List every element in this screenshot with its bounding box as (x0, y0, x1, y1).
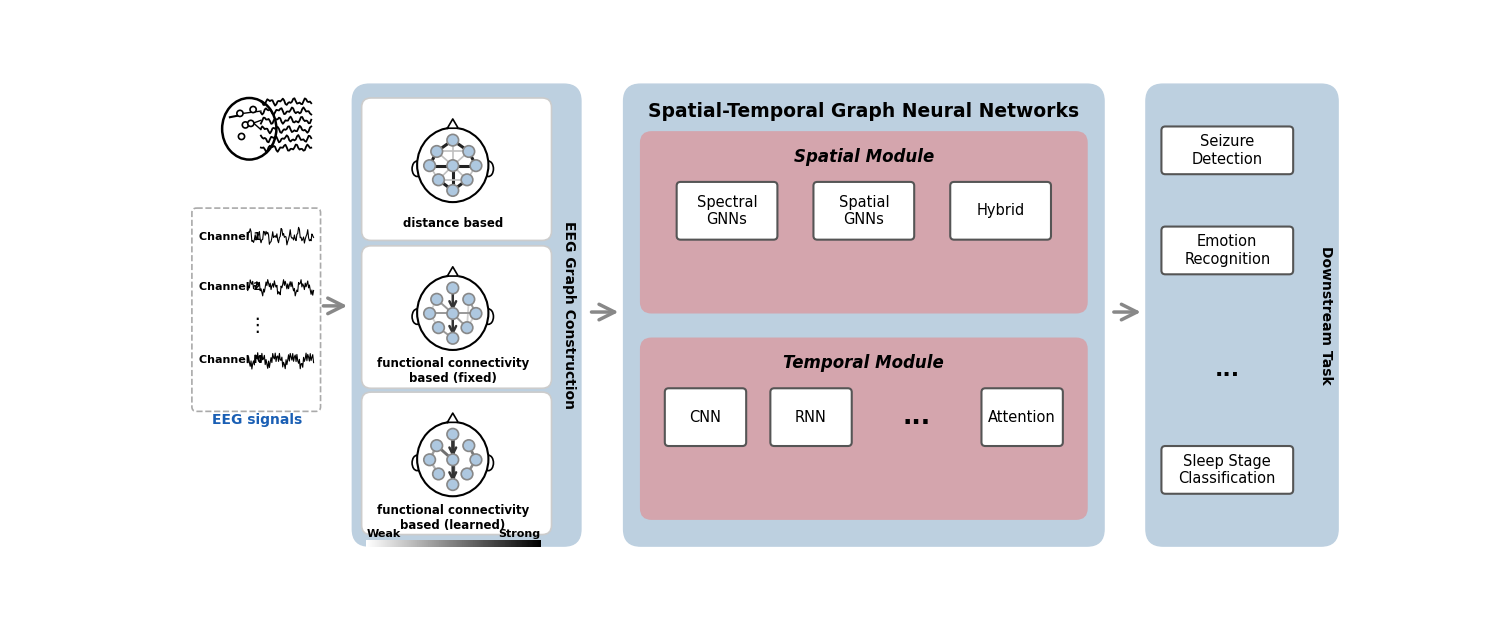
Text: EEG signals: EEG signals (211, 413, 303, 427)
Text: Hybrid: Hybrid (977, 203, 1025, 218)
FancyBboxPatch shape (1161, 127, 1293, 174)
FancyBboxPatch shape (950, 182, 1052, 240)
Text: Spatial Module: Spatial Module (794, 147, 933, 165)
Ellipse shape (222, 98, 276, 160)
FancyBboxPatch shape (641, 132, 1088, 313)
FancyBboxPatch shape (361, 246, 551, 388)
FancyBboxPatch shape (677, 182, 777, 240)
Text: EEG Graph Construction: EEG Graph Construction (562, 221, 577, 409)
Circle shape (461, 174, 473, 185)
Circle shape (446, 479, 458, 490)
Circle shape (237, 110, 243, 117)
Text: Downstream Task: Downstream Task (1318, 246, 1333, 384)
Ellipse shape (416, 128, 488, 202)
Circle shape (433, 322, 445, 333)
Text: Strong: Strong (499, 529, 541, 539)
Text: Channel 2: Channel 2 (199, 281, 261, 291)
Circle shape (433, 468, 445, 480)
Circle shape (446, 282, 458, 294)
Text: distance based: distance based (403, 217, 503, 230)
FancyBboxPatch shape (352, 84, 581, 546)
FancyBboxPatch shape (1161, 446, 1293, 494)
Circle shape (247, 120, 253, 127)
Circle shape (431, 440, 442, 451)
Circle shape (461, 468, 473, 480)
Circle shape (470, 160, 482, 172)
Ellipse shape (416, 276, 488, 350)
Text: ...: ... (902, 405, 930, 429)
Text: CNN: CNN (689, 409, 722, 425)
FancyBboxPatch shape (1146, 84, 1338, 546)
Circle shape (463, 440, 475, 451)
Circle shape (461, 322, 473, 333)
Circle shape (238, 134, 244, 140)
Ellipse shape (412, 161, 422, 177)
Circle shape (446, 454, 458, 466)
Circle shape (470, 308, 482, 319)
Circle shape (446, 333, 458, 344)
Circle shape (446, 185, 458, 196)
Text: functional connectivity
based (fixed): functional connectivity based (fixed) (376, 358, 529, 386)
FancyBboxPatch shape (361, 98, 551, 240)
Circle shape (470, 454, 482, 466)
Text: Channel 1: Channel 1 (199, 232, 261, 241)
Ellipse shape (484, 309, 493, 324)
Circle shape (463, 145, 475, 157)
Text: Weak: Weak (367, 529, 400, 539)
Text: functional connectivity
based (learned): functional connectivity based (learned) (376, 504, 529, 532)
FancyBboxPatch shape (770, 388, 852, 446)
Polygon shape (448, 413, 458, 422)
Circle shape (424, 160, 436, 172)
Text: Sleep Stage
Classification: Sleep Stage Classification (1179, 454, 1276, 486)
Circle shape (431, 293, 442, 305)
Polygon shape (448, 119, 458, 128)
FancyBboxPatch shape (361, 392, 551, 535)
FancyBboxPatch shape (1161, 227, 1293, 275)
FancyBboxPatch shape (623, 84, 1104, 546)
Circle shape (463, 293, 475, 305)
Circle shape (446, 308, 458, 319)
Circle shape (433, 174, 445, 185)
Ellipse shape (412, 309, 422, 324)
Text: Channel N: Channel N (199, 355, 262, 365)
Ellipse shape (484, 161, 493, 177)
Ellipse shape (484, 456, 493, 470)
Circle shape (431, 145, 442, 157)
Text: Emotion
Recognition: Emotion Recognition (1185, 234, 1270, 266)
Ellipse shape (412, 456, 422, 470)
FancyBboxPatch shape (641, 338, 1088, 519)
Circle shape (250, 107, 256, 112)
FancyBboxPatch shape (192, 208, 321, 411)
Circle shape (446, 134, 458, 146)
Text: ⋮: ⋮ (247, 316, 267, 334)
Text: Attention: Attention (989, 409, 1056, 425)
Text: Temporal Module: Temporal Module (783, 354, 944, 372)
FancyBboxPatch shape (813, 182, 914, 240)
FancyBboxPatch shape (665, 388, 746, 446)
FancyBboxPatch shape (981, 388, 1064, 446)
Text: ...: ... (1215, 360, 1240, 380)
Polygon shape (448, 267, 458, 276)
Circle shape (446, 429, 458, 440)
Text: RNN: RNN (795, 409, 827, 425)
Circle shape (446, 160, 458, 172)
Text: Seizure
Detection: Seizure Detection (1192, 134, 1263, 167)
Text: Spectral
GNNs: Spectral GNNs (697, 195, 758, 227)
Circle shape (243, 122, 249, 128)
Circle shape (424, 454, 436, 466)
Ellipse shape (416, 422, 488, 496)
Text: Spatial
GNNs: Spatial GNNs (839, 195, 890, 227)
Circle shape (424, 308, 436, 319)
Text: Spatial-Temporal Graph Neural Networks: Spatial-Temporal Graph Neural Networks (649, 102, 1080, 120)
